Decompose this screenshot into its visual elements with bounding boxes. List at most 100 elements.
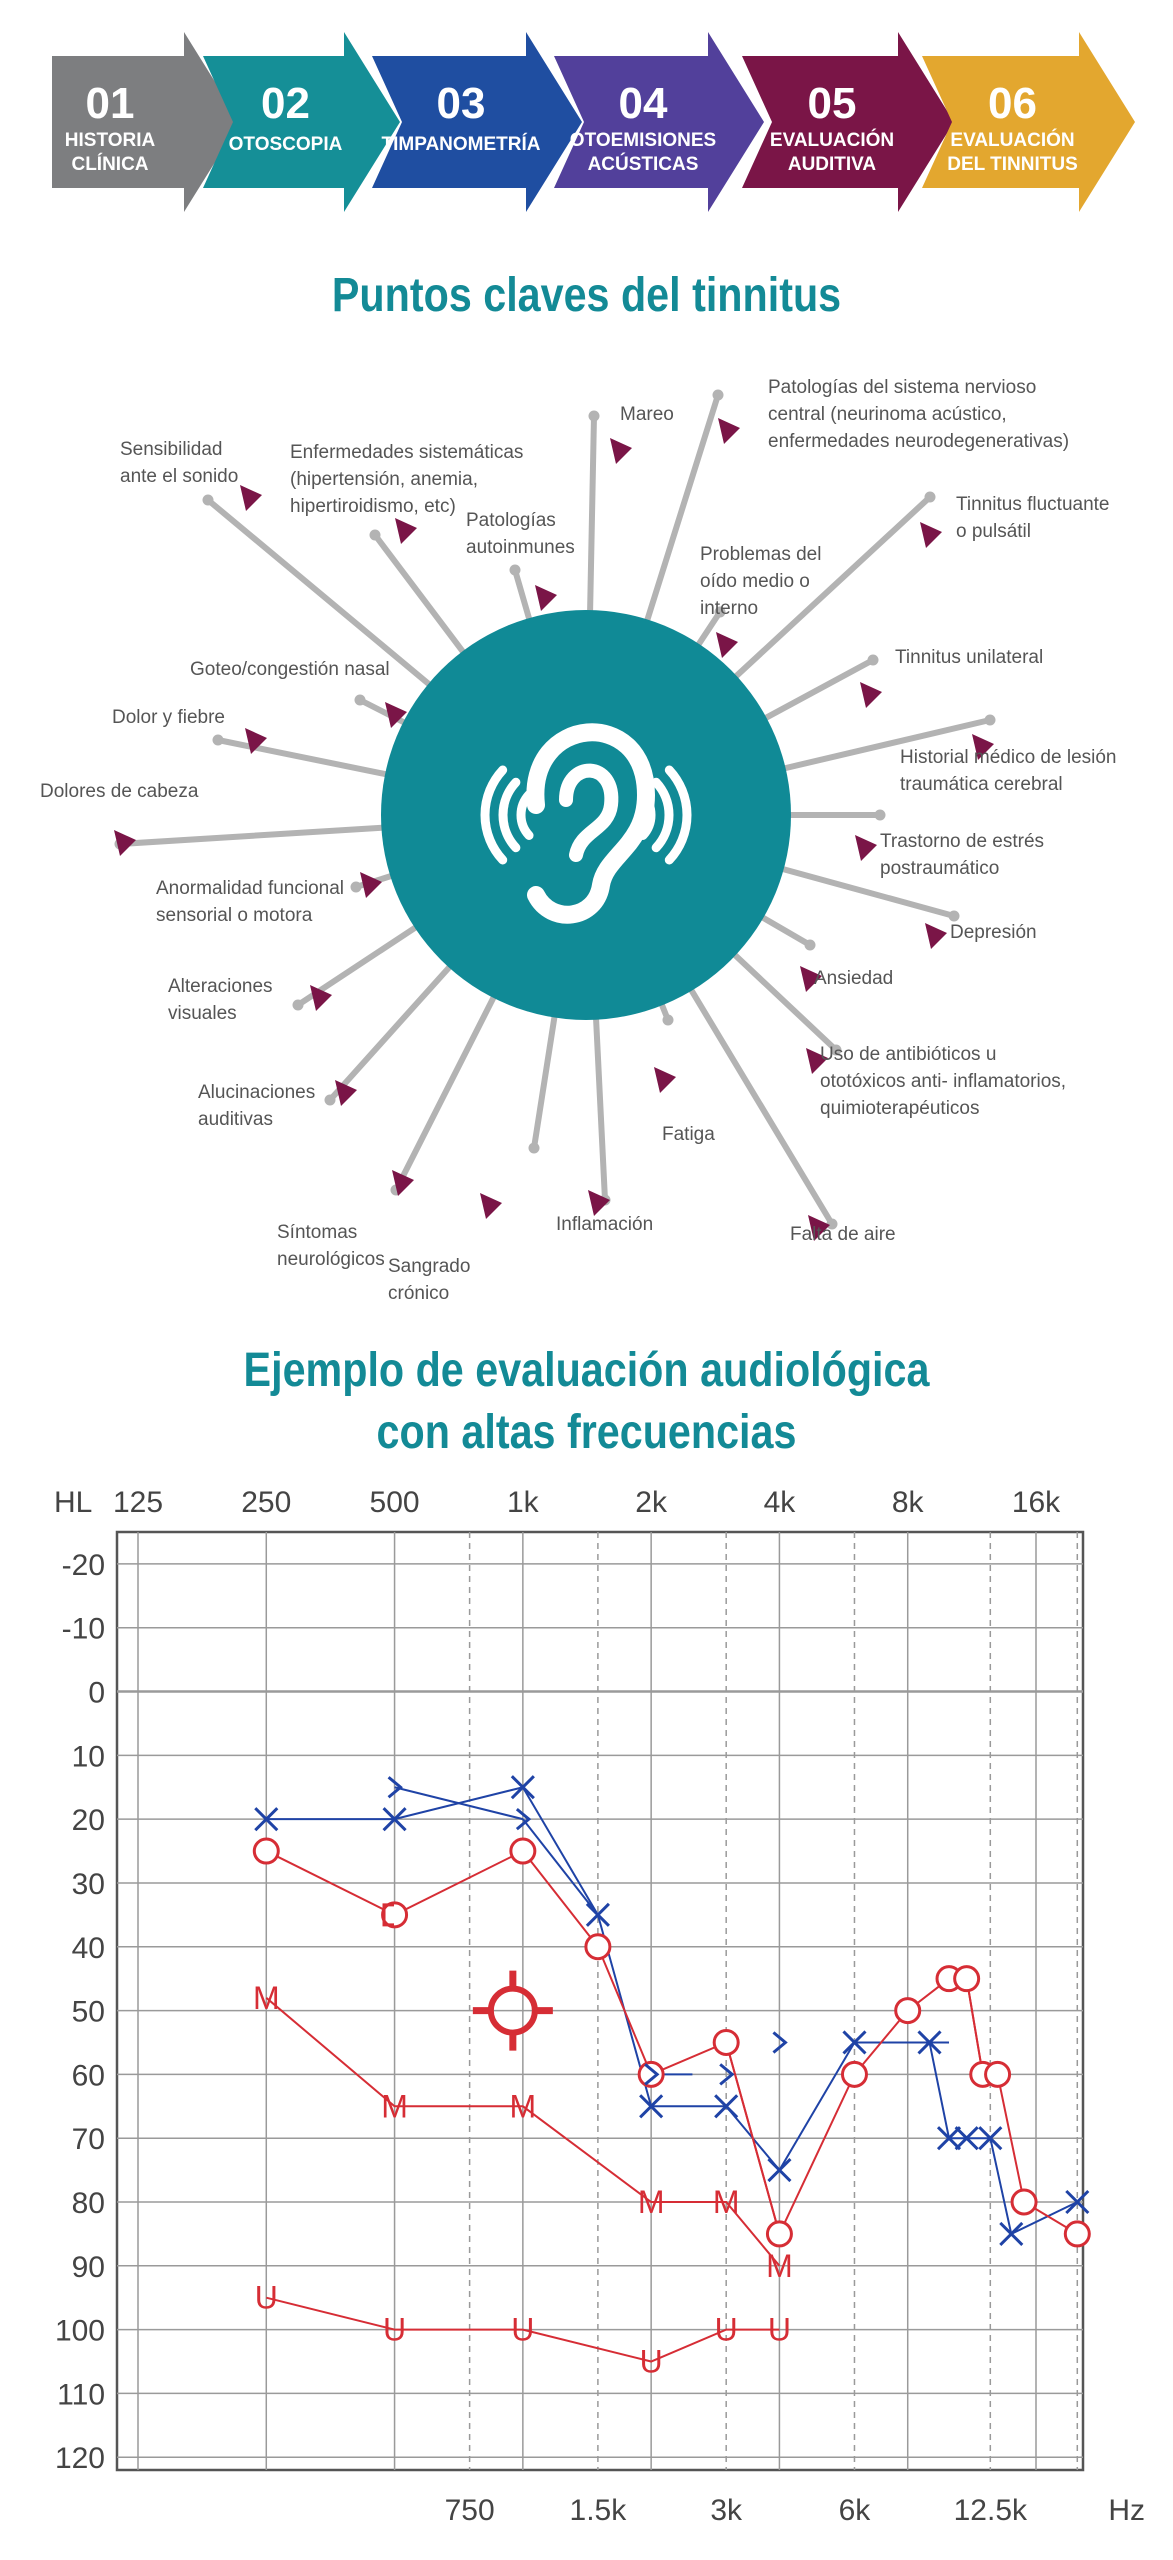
key-point-label: oído medio o [700,571,810,592]
key-point-ray [726,494,933,686]
key-point-marker [335,1080,357,1106]
key-point-label: Inflamación [556,1214,653,1235]
mcl-marker: M [638,2184,665,2220]
key-point-label: Alteraciones [168,976,273,997]
ear-inner [559,763,619,862]
key-point-label: visuales [168,1003,237,1024]
mcl-marker: M [766,2248,793,2284]
step-arrow-shape [742,32,954,212]
sound-wave-icon [498,777,521,853]
key-point-label: hipertiroidismo, etc) [290,496,456,517]
key-point-dot [867,654,879,666]
step-number: 03 [437,79,486,128]
bone-conduction-marker [387,1776,403,1799]
x-bottom-tick-label: 750 [445,2494,495,2527]
key-point-mareo: Mareo [586,404,674,624]
key-point-depresion: Depresión [771,863,1037,949]
key-point-label: o pulsátil [956,521,1031,542]
series-X [254,1775,1090,2246]
key-point-dot [804,939,816,951]
key-point-label: Problemas del [700,544,821,565]
x-top-tick-label: 4k [764,1486,797,1519]
key-point-marker [718,418,740,444]
bone-conduction-marker [515,1807,532,1831]
key-point-marker [806,1048,828,1074]
right-air-circle-marker [637,2060,665,2088]
step-number: 04 [619,79,668,128]
key-point-label: Dolor y fiebre [112,707,225,728]
section2-title: Ejemplo de evaluación audiológica con al… [82,1340,1091,1464]
left-air-x-marker [639,2094,664,2119]
key-point-label: ototóxicos anti- inflamatorios, [820,1071,1066,1092]
y-axis-label: HL [54,1486,92,1519]
key-point-marker [716,632,738,658]
mcl-marker: M [253,1980,280,2016]
key-point-marker [860,682,882,708]
right-air-circle-marker [953,1965,981,1993]
mcl-marker: M [381,2088,408,2124]
key-point-marker [855,835,877,861]
key-point-label: ante el sonido [120,466,238,487]
key-point-label: Dolores de cabeza [40,781,199,802]
y-tick-label: 60 [72,2059,105,2092]
y-tick-label: 100 [55,2315,105,2348]
sound-wave-icon [664,765,692,865]
right-air-circle-marker [509,1837,537,1865]
sound-wave-icon [516,790,534,840]
key-point-inflamacion: Inflamación [556,1006,653,1235]
masked-bone-marker [382,1903,395,1927]
x-top-tick-label: 16k [1012,1486,1061,1519]
y-tick-label: 0 [88,1677,105,1710]
step-number: 06 [988,79,1037,128]
key-point-label: Historial médico de lesión [900,747,1117,768]
connecting-segment [522,1818,599,1916]
left-air-x-marker [714,2094,739,2119]
ucl-marker: U [255,2280,278,2316]
key-point-marker [535,585,557,611]
key-point-label: neurológicos [277,1249,385,1270]
y-tick-label: 30 [72,1868,105,1901]
y-tick-label: 70 [72,2123,105,2156]
key-point-marker [114,830,136,856]
x-axis-unit: Hz [1108,2494,1145,2527]
tinnitus-key-points-diagram: Mareo Patologías del sistema nervioso cent… [40,377,1117,1304]
right-air-circle-marker [1010,2188,1038,2216]
ucl-marker: U [511,2312,534,2348]
right-air-circle-marker [712,2028,740,2056]
x-top-tick-label: 250 [241,1486,291,1519]
key-point-ansiedad: Ansiedad [751,909,893,992]
key-point-marker [925,923,947,949]
sound-wave-icon [480,765,508,865]
key-point-sintomas-neurologicos: Síntomas neurológicos [277,985,501,1270]
key-point-marker [800,966,822,992]
left-air-x-marker [585,1902,610,1927]
key-point-problemas-oido-medio: Problemas del oído medio o interno [690,544,821,658]
key-point-marker [610,438,632,464]
key-point-falta-de-aire: Falta de aire [683,979,896,1245]
left-air-x-marker [382,1807,407,1832]
key-point-label: Patologías [466,510,556,531]
key-point-label: enfermedades neurodegenerativas) [768,431,1069,452]
x-bottom-tick-label: 1.5k [570,2494,628,2527]
key-point-dot [712,389,724,401]
key-point-ray [215,737,398,780]
key-point-ray [754,657,876,726]
key-point-dot [714,606,726,618]
key-point-marker [588,1190,610,1216]
key-point-label: (hipertensión, anemia, [290,469,478,490]
key-point-marker [654,1067,676,1093]
y-tick-label: 20 [72,1804,105,1837]
section1-title: Puntos claves del tinnitus [331,269,842,322]
right-air-circle-marker [984,2060,1012,2088]
step-2: 02 OTOSCOPIA [203,32,400,212]
key-point-dot [924,491,936,503]
right-air-circle-marker [584,1933,612,1961]
series-line [265,1997,781,2267]
key-point-marker [392,1170,414,1196]
key-point-label: Sangrado [388,1256,470,1277]
key-point-estres-postraumatico: Trastorno de estrés postraumático [778,809,1044,879]
left-air-x-marker [842,2030,867,2055]
right-air-circle-marker [765,2220,793,2248]
